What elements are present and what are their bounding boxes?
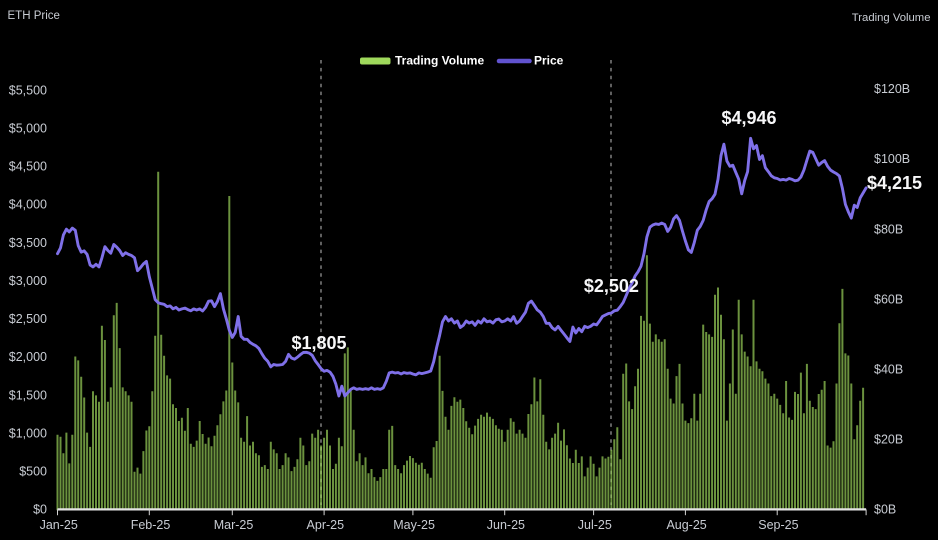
svg-text:$120B: $120B — [874, 82, 910, 96]
svg-text:$2,500: $2,500 — [9, 312, 47, 326]
svg-text:Trading Volume: Trading Volume — [852, 12, 931, 24]
svg-text:$2,000: $2,000 — [9, 350, 47, 364]
svg-text:Sep-25: Sep-25 — [758, 518, 798, 532]
svg-text:$1,000: $1,000 — [9, 426, 47, 440]
svg-text:$3,000: $3,000 — [9, 274, 47, 288]
svg-text:Jul-25: Jul-25 — [578, 518, 612, 532]
svg-text:$0: $0 — [33, 503, 47, 517]
svg-text:$3,500: $3,500 — [9, 236, 47, 250]
svg-text:$60B: $60B — [874, 292, 903, 306]
svg-text:Trading Volume: Trading Volume — [395, 54, 484, 68]
svg-text:$4,946: $4,946 — [721, 108, 776, 128]
svg-text:Price: Price — [534, 54, 564, 68]
svg-text:May-25: May-25 — [393, 518, 435, 532]
svg-text:Feb-25: Feb-25 — [131, 518, 171, 532]
svg-text:$4,500: $4,500 — [9, 160, 47, 174]
svg-text:$4,000: $4,000 — [9, 198, 47, 212]
svg-text:$5,000: $5,000 — [9, 122, 47, 136]
svg-text:$1,805: $1,805 — [291, 333, 346, 353]
svg-text:Mar-25: Mar-25 — [214, 518, 254, 532]
svg-text:Jun-25: Jun-25 — [487, 518, 525, 532]
svg-text:Aug-25: Aug-25 — [666, 518, 706, 532]
svg-text:$5,500: $5,500 — [9, 83, 47, 97]
svg-text:$80B: $80B — [874, 222, 903, 236]
svg-text:$4,215: $4,215 — [867, 173, 922, 193]
svg-text:$2,502: $2,502 — [584, 276, 639, 296]
svg-text:Jan-25: Jan-25 — [40, 518, 78, 532]
svg-text:$100B: $100B — [874, 152, 910, 166]
svg-text:$40B: $40B — [874, 362, 903, 376]
svg-text:$1,500: $1,500 — [9, 388, 47, 402]
svg-text:$20B: $20B — [874, 433, 903, 447]
svg-text:ETH Price: ETH Price — [8, 10, 60, 22]
svg-text:$0B: $0B — [874, 503, 896, 517]
svg-text:Apr-25: Apr-25 — [307, 518, 345, 532]
svg-text:$500: $500 — [19, 465, 47, 479]
